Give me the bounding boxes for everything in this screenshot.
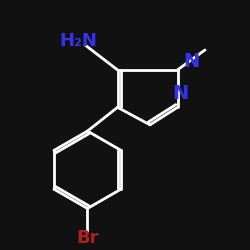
- Text: H₂N: H₂N: [60, 32, 98, 50]
- Text: N: N: [183, 52, 200, 71]
- Text: Br: Br: [76, 230, 99, 248]
- Text: N: N: [172, 84, 188, 103]
